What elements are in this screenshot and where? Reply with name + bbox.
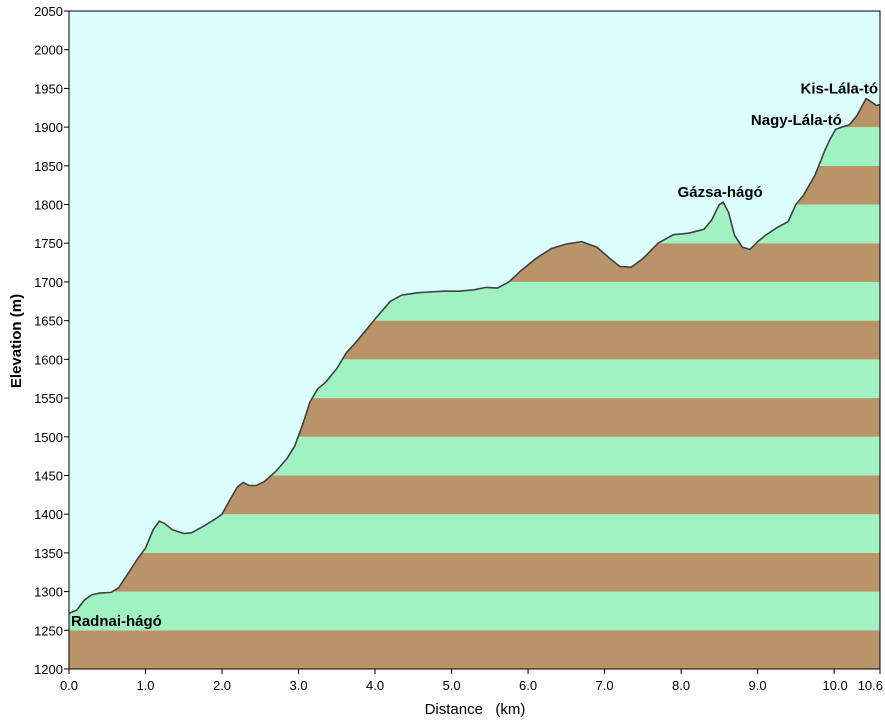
x-tick-label-5: 5.0: [443, 678, 461, 693]
y-tick-label-1700: 1700: [34, 275, 63, 290]
y-tick-label-1950: 1950: [34, 81, 63, 96]
x-axis-title: Distance (km): [425, 701, 526, 718]
x-tick-label-6: 6.0: [519, 678, 537, 693]
y-tick-label-1550: 1550: [34, 391, 63, 406]
y-tick-label-1900: 1900: [34, 120, 63, 135]
x-tick-label-9: 9.0: [749, 678, 767, 693]
annotation-nagy-l-la-t-: Nagy-Lála-tó: [751, 112, 842, 129]
y-tick-label-1350: 1350: [34, 546, 63, 561]
x-tick-label-10: 10.0: [822, 678, 847, 693]
elevation-band-1250: [69, 591, 880, 631]
x-tick-label-4: 4.0: [366, 678, 384, 693]
annotation-g-zsa-h-g-: Gázsa-hágó: [678, 184, 763, 201]
profile-line: [68, 97, 881, 615]
annotations: Radnai-hágó Gázsa-hágó Nagy-Lála-tó Kis-Lál…: [71, 80, 878, 630]
y-axis-title: Elevation (m): [8, 294, 25, 388]
y-tick-label-1800: 1800: [34, 198, 63, 213]
y-tick-label-1750: 1750: [34, 236, 63, 251]
x-tick-label-3: 3.0: [289, 678, 307, 693]
elevation-band-1200: [69, 630, 880, 669]
y-tick-label-1300: 1300: [34, 585, 63, 600]
x-tick-label-11: 10.6: [858, 678, 883, 693]
x-tick-label-0: 0.0: [60, 678, 78, 693]
y-tick-label-1200: 1200: [34, 662, 63, 677]
x-tick-label-8: 8.0: [672, 678, 690, 693]
y-tick-label-2050: 2050: [34, 4, 63, 19]
y-tick-label-1500: 1500: [34, 430, 63, 445]
y-tick-label-1450: 1450: [34, 468, 63, 483]
x-tick-label-7: 7.0: [596, 678, 614, 693]
y-tick-label-1600: 1600: [34, 352, 63, 367]
plot-area: [68, 10, 881, 670]
y-axis: 1200 1250 1300 1350 1400 1450 1500 1550 1600 1650…: [34, 4, 69, 677]
x-tick-label-2: 2.0: [213, 678, 231, 693]
y-tick-label-1650: 1650: [34, 314, 63, 329]
y-tick-label-2000: 2000: [34, 43, 63, 58]
annotation-radnai-h-g-: Radnai-hágó: [71, 613, 162, 630]
y-tick-label-1400: 1400: [34, 507, 63, 522]
x-axis: 0.0 1.0 2.0 3.0 4.0 5.0 6.0 7.0 8.0 9.0 10.0 10.6: [60, 669, 883, 693]
plot-frame: [68, 10, 881, 670]
elevation-band-1300: [69, 552, 880, 592]
x-tick-label-1: 1.0: [136, 678, 154, 693]
y-tick-label-1250: 1250: [34, 623, 63, 638]
annotation-kis-l-la-t-: Kis-Lála-tó: [800, 80, 878, 97]
y-tick-label-1850: 1850: [34, 159, 63, 174]
